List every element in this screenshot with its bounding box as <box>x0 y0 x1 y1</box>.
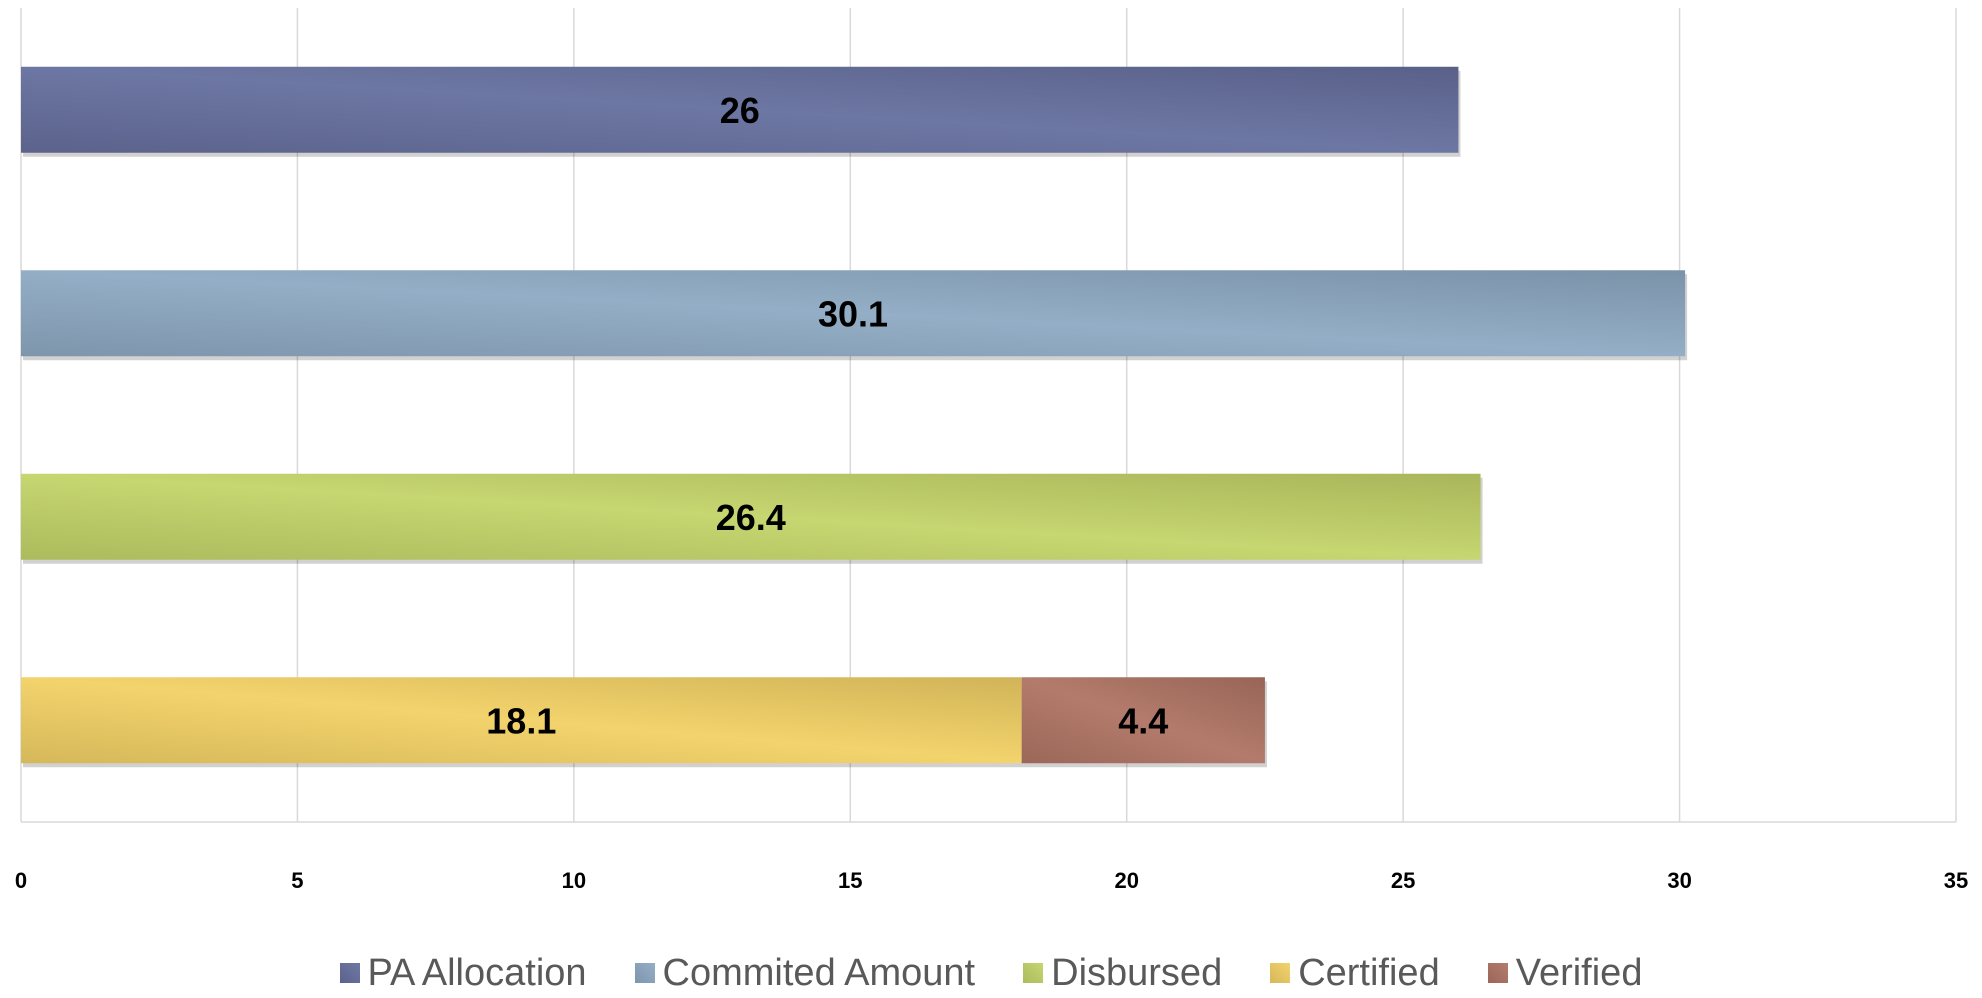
legend-item-pa-allocation: PA Allocation <box>339 951 587 995</box>
legend-label: Commited Amount <box>662 951 976 994</box>
legend-label: PA Allocation <box>367 951 587 994</box>
legend: PA Allocation Commited Amount Disbursed Cer… <box>0 948 1982 998</box>
bar-disbursed <box>21 473 1481 560</box>
legend-label: Disbursed <box>1051 951 1223 994</box>
legend-swatch <box>1270 963 1291 983</box>
data-labels: 26 30.1 26.4 18.1 4.4 <box>486 90 1168 742</box>
data-label-verified: 4.4 <box>1118 700 1168 741</box>
legend-item-verified: Verified <box>1487 951 1643 995</box>
x-tick-label: 15 <box>838 868 862 893</box>
data-label-commited-amount: 30.1 <box>818 293 888 334</box>
bar-certified <box>21 677 1022 764</box>
legend-label: Verified <box>1515 951 1643 994</box>
legend-item-commited-amount: Commited Amount <box>634 951 976 995</box>
legend-swatch <box>339 963 360 983</box>
legend-label: Certified <box>1298 951 1440 994</box>
legend-item-disbursed: Disbursed <box>1023 952 1222 995</box>
bar-chart: 26 30.1 26.4 18.1 4.4 0 5 10 15 20 25 30 35 <box>15 8 1968 893</box>
x-tick-label: 35 <box>1944 868 1968 893</box>
bar-pa-allocation <box>21 66 1459 153</box>
x-axis-ticks: 0 5 10 15 20 25 30 35 <box>15 868 1968 893</box>
legend-swatch <box>634 963 655 983</box>
bar-commited-amount <box>21 270 1686 357</box>
x-tick-label: 30 <box>1667 868 1691 893</box>
bars <box>21 66 1688 768</box>
x-tick-label: 10 <box>562 868 586 893</box>
legend-swatch <box>1023 963 1044 983</box>
bar-verified <box>1021 677 1265 764</box>
x-tick-label: 25 <box>1391 868 1415 893</box>
x-tick-label: 5 <box>291 868 303 893</box>
x-tick-label: 20 <box>1114 868 1138 893</box>
data-label-certified: 18.1 <box>486 700 556 741</box>
legend-swatch <box>1487 963 1508 983</box>
data-label-pa-allocation: 26 <box>720 90 760 131</box>
legend-item-certified: Certified <box>1270 952 1440 995</box>
data-label-disbursed: 26.4 <box>716 497 786 538</box>
x-tick-label: 0 <box>15 868 27 893</box>
